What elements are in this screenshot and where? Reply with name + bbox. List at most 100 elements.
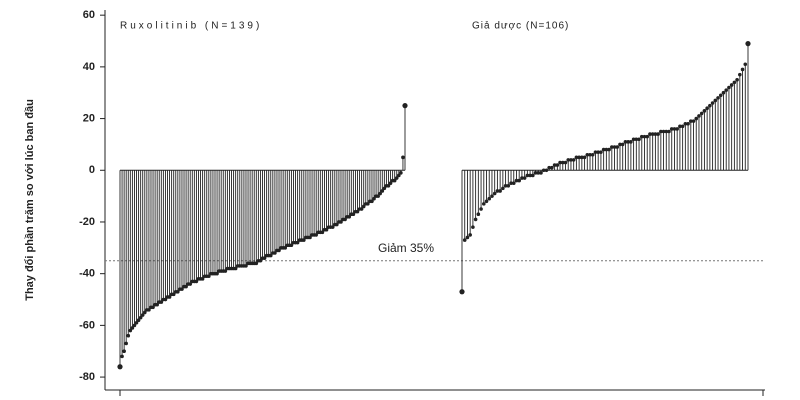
bar-end-dot [366, 202, 370, 206]
bar-end-dot [531, 173, 535, 178]
bar-end-dot [604, 147, 609, 152]
bar-end-dot [506, 183, 511, 188]
bar-end-dot [664, 129, 669, 134]
bar-end-dot [569, 158, 573, 162]
bar-end-dot [626, 140, 630, 144]
bar-end-dot [254, 261, 259, 266]
bar-end-dot [471, 225, 475, 229]
bar-end-dot [566, 158, 571, 162]
bar-end-dot [155, 302, 159, 307]
bar-end-dot [637, 137, 641, 142]
bar-end-dot [462, 238, 467, 242]
bar-end-dot [473, 217, 478, 222]
bar-end-dot [215, 271, 219, 276]
bar-end-dot [487, 196, 492, 201]
bar-end-dot [740, 67, 745, 72]
bar-end-dot [262, 256, 267, 260]
y-tick-label: 20 [83, 112, 95, 124]
bar-end-dot [376, 194, 380, 198]
bar-end-dot [314, 233, 318, 237]
bar-end-dot [402, 103, 408, 109]
bar-end-dot [167, 295, 172, 299]
bar-end-dot [661, 129, 666, 134]
bar-end-dot [571, 158, 576, 162]
bar-end-dot [492, 191, 497, 196]
bar-end-dot [517, 178, 521, 183]
bar-end-dot [721, 90, 726, 95]
bar-end-dot [699, 111, 704, 116]
bar-end-dot [645, 134, 650, 139]
bar-end-dot [634, 137, 639, 142]
bar-end-dot [180, 287, 184, 291]
bar-end-dot [176, 289, 180, 294]
bar-end-dot [194, 279, 199, 284]
bar-end-dot [533, 171, 538, 175]
bar-end-dot [588, 152, 592, 157]
bar-end-dot [650, 132, 655, 136]
bar-end-dot [705, 106, 709, 111]
bar-end-dot [120, 354, 124, 359]
bar-end-dot [520, 176, 524, 180]
bar-end-dot [207, 274, 211, 279]
bar-end-dot [397, 173, 401, 178]
y-tick-label: 0 [89, 164, 95, 176]
bar-end-dot [528, 173, 532, 178]
bar-end-dot [308, 235, 312, 240]
bar-end-dot [612, 145, 617, 149]
bar-end-dot [686, 121, 690, 126]
bar-end-dot [361, 204, 366, 209]
series-label: Giả dược (N=106) [472, 21, 569, 32]
y-tick-label: -40 [79, 268, 95, 280]
bar-end-dot [136, 318, 141, 323]
bar-end-dot [738, 72, 742, 77]
bar-end-dot [394, 176, 399, 180]
bar-end-dot [683, 121, 688, 126]
bar-end-dot [273, 251, 277, 255]
bar-end-dot [509, 181, 513, 185]
bar-end-dot [607, 147, 611, 152]
bar-end-dot [370, 199, 374, 204]
bar-end-dot [539, 171, 543, 175]
bar-end-dot [501, 186, 505, 191]
bar-end-dot [511, 181, 516, 185]
bar-end-dot [476, 212, 481, 217]
bar-end-dot [283, 246, 288, 250]
bar-end-dot [653, 132, 658, 136]
bar-end-dot [188, 282, 193, 286]
bar-end-dot [659, 129, 663, 134]
bar-end-dot [672, 127, 677, 131]
bar-end-dot [585, 152, 590, 157]
bar-end-dot [716, 96, 720, 100]
bar-end-dot [615, 145, 620, 149]
bar-end-dot [117, 364, 123, 370]
bar-end-dot [631, 137, 636, 142]
bar-end-dot [599, 150, 603, 154]
bar-end-dot [147, 308, 151, 312]
y-tick-label: 60 [83, 9, 95, 21]
bar-end-dot [124, 341, 128, 346]
bar-end-dot [610, 145, 614, 149]
bar-end-dot [550, 165, 554, 170]
bar-end-dot [351, 212, 356, 217]
y-axis-label: Thay đổi phần trăm so với lúc ban đầu [24, 99, 36, 301]
bar-end-dot [560, 160, 565, 165]
bar-end-dot [580, 155, 584, 160]
bar-end-dot [289, 243, 294, 248]
bar-end-dot [558, 160, 562, 165]
bar-end-dot [159, 300, 164, 304]
bar-end-dot [335, 222, 339, 227]
bar-end-dot [713, 98, 718, 103]
bar-end-dot [122, 349, 126, 354]
bar-end-dot [689, 119, 693, 123]
bar-end-dot [163, 297, 168, 302]
bar-end-dot [514, 178, 519, 183]
bar-end-dot [620, 142, 625, 147]
bar-end-dot [459, 289, 465, 295]
bar-end-dot [596, 150, 600, 154]
bar-end-dot [678, 124, 682, 129]
bar-end-dot [490, 194, 494, 198]
bar-end-dot [378, 191, 383, 196]
bar-end-dot [495, 189, 500, 193]
bar-end-dot [324, 227, 329, 232]
